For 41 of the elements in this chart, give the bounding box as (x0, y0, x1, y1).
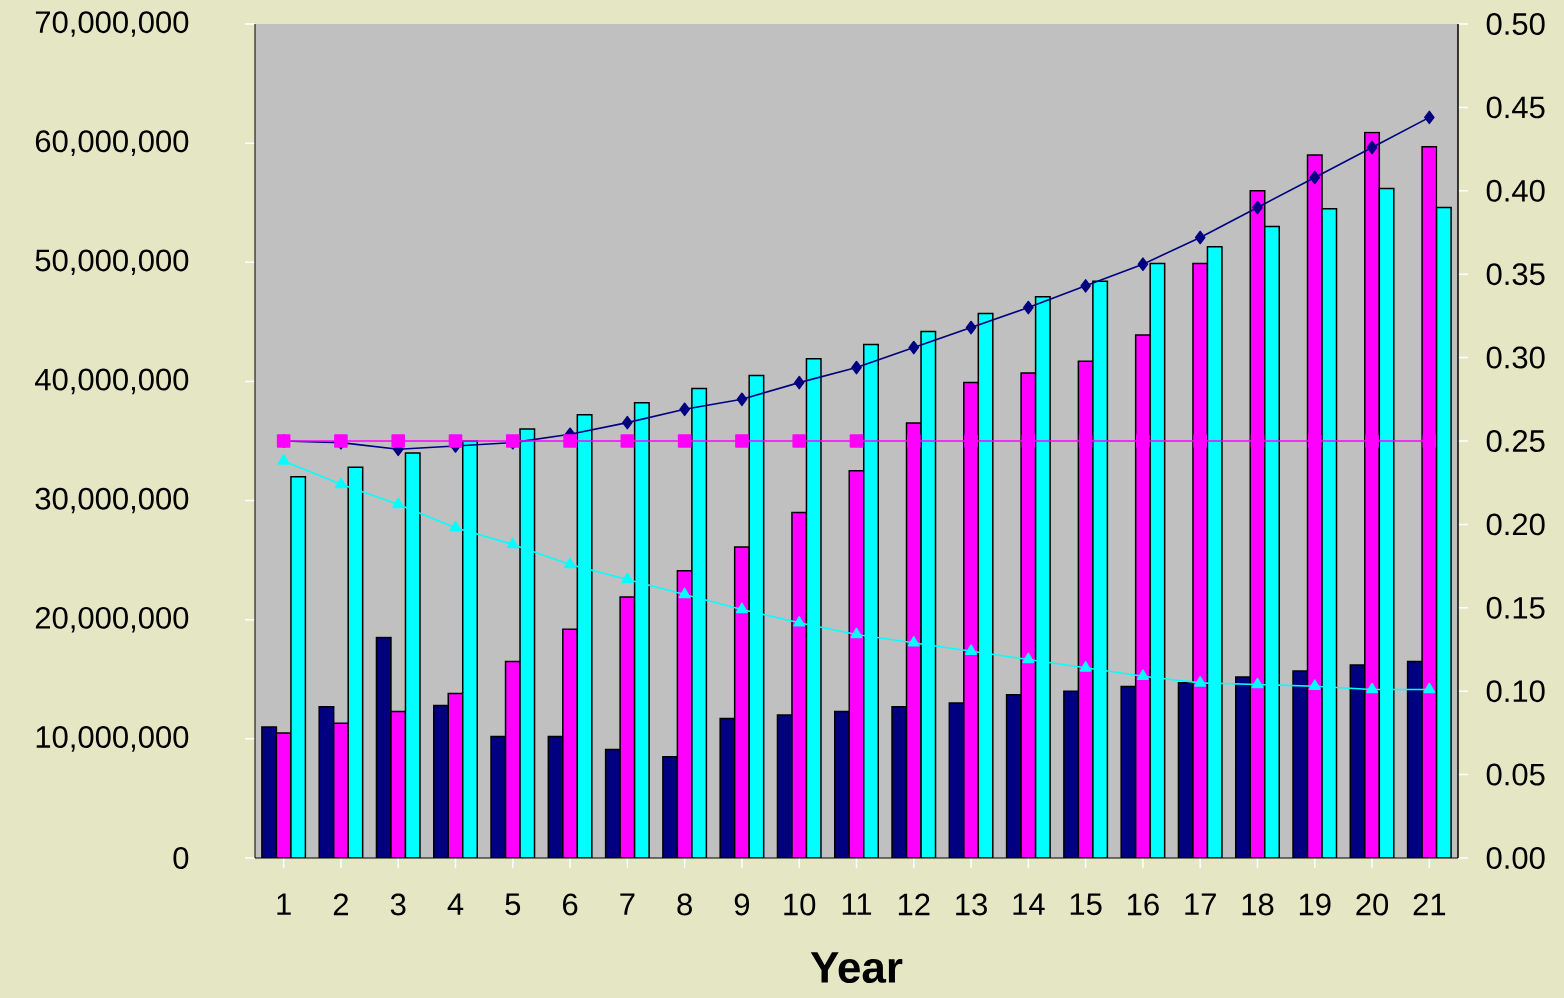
x-tick-label: 2 (333, 893, 348, 916)
x-tick-label: 21 (1413, 893, 1446, 916)
x-tick-label: 13 (956, 893, 987, 916)
y2-tick-label: 0.05 (1486, 763, 1545, 786)
y2-tick-label: 0.50 (1486, 13, 1545, 35)
x-tick-label: 17 (1185, 893, 1216, 915)
y2-tick-label: 0.40 (1486, 179, 1545, 202)
x-tick-label: 20 (1356, 893, 1389, 916)
y2-tick-label: 0.45 (1486, 96, 1545, 119)
x-tick-label: 10 (784, 893, 816, 916)
x-tick-label: 9 (734, 893, 750, 916)
y2-tick-label: 0.20 (1486, 513, 1545, 536)
x-tick-label: 4 (447, 893, 464, 915)
y2-tick-label: 0.25 (1486, 430, 1545, 452)
y2-tick-label: 0.35 (1486, 263, 1545, 286)
y2-tick-label: 0.30 (1486, 346, 1545, 369)
x-tick-label: 8 (677, 893, 692, 916)
x-tick-label: 14 (1013, 893, 1045, 915)
x-tick-label: 7 (620, 893, 635, 915)
x-tick-label: 11 (842, 893, 872, 915)
y-tick-label: 10,000,000 (36, 726, 189, 752)
x-axis-title: Year (810, 952, 903, 984)
y-tick-label: 60,000,000 (35, 130, 189, 156)
y2-tick-label: 0.00 (1486, 847, 1545, 869)
x-tick-label: 18 (1242, 893, 1274, 916)
x-tick-label: 1 (277, 893, 291, 915)
y-tick-label: 30,000,000 (35, 487, 189, 514)
y-tick-label: 70,000,000 (35, 11, 189, 37)
y2-tick-label: 0.15 (1486, 596, 1545, 619)
x-tick-label: 6 (563, 893, 578, 916)
x-tick-label: 15 (1070, 893, 1102, 916)
x-tick-label: 5 (505, 893, 521, 916)
y-tick-label: 40,000,000 (35, 368, 189, 395)
x-tick-label: 12 (898, 893, 930, 916)
y-tick-label: 20,000,000 (35, 606, 189, 633)
x-tick-label: 3 (390, 893, 406, 916)
y2-tick-label: 0.10 (1486, 680, 1545, 703)
x-tick-label: 16 (1128, 893, 1159, 916)
y-tick-label: 50,000,000 (35, 249, 189, 276)
x-tick-label: 19 (1299, 893, 1331, 916)
y-tick-label: 0 (173, 847, 189, 869)
